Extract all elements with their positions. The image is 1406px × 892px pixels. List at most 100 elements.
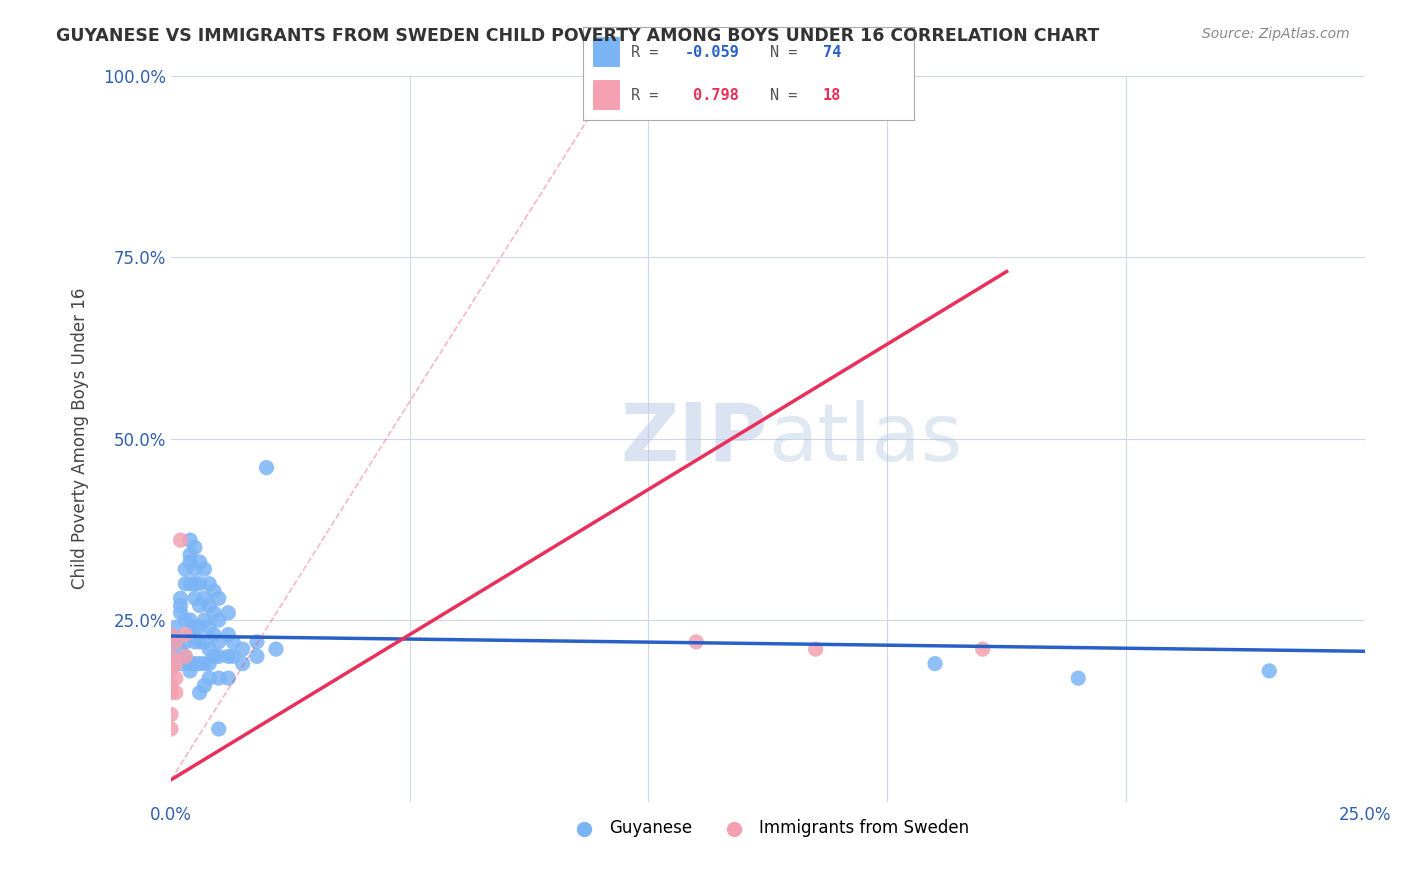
Point (217, 606, 239, 620)
Point (232, 642, 254, 657)
Legend: Guyanese, Immigrants from Sweden: Guyanese, Immigrants from Sweden (561, 813, 976, 844)
Point (179, 657, 201, 671)
FancyBboxPatch shape (592, 36, 621, 68)
Point (184, 635, 207, 649)
Point (169, 642, 191, 657)
Point (174, 627, 197, 641)
Point (179, 664, 201, 678)
Point (208, 613, 231, 627)
Point (208, 591, 231, 606)
Point (179, 533, 201, 548)
Text: N =: N = (770, 87, 807, 103)
Point (202, 627, 225, 641)
Point (169, 591, 191, 606)
Point (169, 606, 191, 620)
Point (174, 562, 197, 576)
Point (174, 635, 197, 649)
Point (222, 649, 245, 664)
Point (188, 657, 211, 671)
Point (174, 613, 197, 627)
Point (264, 642, 287, 657)
Point (198, 657, 221, 671)
Point (188, 686, 211, 700)
Point (193, 635, 215, 649)
Point (202, 584, 225, 599)
Point (208, 635, 231, 649)
Point (179, 555, 201, 569)
Point (160, 627, 183, 641)
Point (184, 541, 207, 555)
Point (198, 599, 221, 613)
Point (169, 599, 191, 613)
Point (208, 671, 231, 685)
Text: atlas: atlas (768, 400, 962, 477)
Point (685, 635, 707, 649)
Point (160, 627, 183, 641)
Point (193, 562, 215, 576)
Point (193, 591, 215, 606)
Point (160, 649, 183, 664)
Text: 0.798: 0.798 (685, 87, 740, 103)
Text: GUYANESE VS IMMIGRANTS FROM SWEDEN CHILD POVERTY AMONG BOYS UNDER 16 CORRELATION: GUYANESE VS IMMIGRANTS FROM SWEDEN CHILD… (56, 27, 1099, 45)
Text: 74: 74 (823, 45, 841, 60)
Point (232, 657, 254, 671)
Point (184, 591, 207, 606)
Point (165, 686, 187, 700)
Point (1067, 671, 1090, 685)
Point (217, 671, 239, 685)
Point (1258, 664, 1281, 678)
Point (160, 664, 183, 678)
Point (202, 649, 225, 664)
Point (208, 649, 231, 664)
Point (222, 635, 245, 649)
Point (256, 460, 278, 475)
Point (198, 671, 221, 685)
Point (165, 671, 187, 685)
Point (208, 722, 231, 736)
Point (174, 576, 197, 591)
Point (246, 635, 269, 649)
Point (160, 649, 183, 664)
Y-axis label: Child Poverty Among Boys Under 16: Child Poverty Among Boys Under 16 (72, 288, 89, 590)
Point (165, 657, 187, 671)
Point (174, 649, 197, 664)
Point (174, 649, 197, 664)
Point (188, 576, 211, 591)
Point (193, 657, 215, 671)
Point (184, 576, 207, 591)
Point (188, 635, 211, 649)
Point (246, 649, 269, 664)
Point (188, 599, 211, 613)
Point (160, 686, 183, 700)
Point (169, 657, 191, 671)
Point (804, 642, 827, 657)
Text: Source: ZipAtlas.com: Source: ZipAtlas.com (1202, 27, 1350, 41)
Point (160, 678, 183, 692)
Text: R =: R = (631, 45, 668, 60)
Point (193, 678, 215, 692)
Point (184, 657, 207, 671)
Point (179, 576, 201, 591)
Point (165, 635, 187, 649)
Text: N =: N = (770, 45, 807, 60)
Point (179, 627, 201, 641)
Point (193, 613, 215, 627)
Text: -0.059: -0.059 (685, 45, 740, 60)
Text: ZIP: ZIP (620, 400, 768, 477)
Point (179, 613, 201, 627)
Point (188, 555, 211, 569)
Point (589, 69, 612, 83)
Point (924, 657, 946, 671)
Text: R =: R = (631, 87, 668, 103)
Point (169, 533, 191, 548)
Point (184, 562, 207, 576)
Point (184, 620, 207, 634)
Text: 18: 18 (823, 87, 841, 103)
Point (198, 642, 221, 657)
Point (217, 627, 239, 641)
Point (198, 576, 221, 591)
Point (160, 635, 183, 649)
Point (188, 620, 211, 634)
FancyBboxPatch shape (592, 79, 621, 111)
Point (160, 707, 183, 722)
